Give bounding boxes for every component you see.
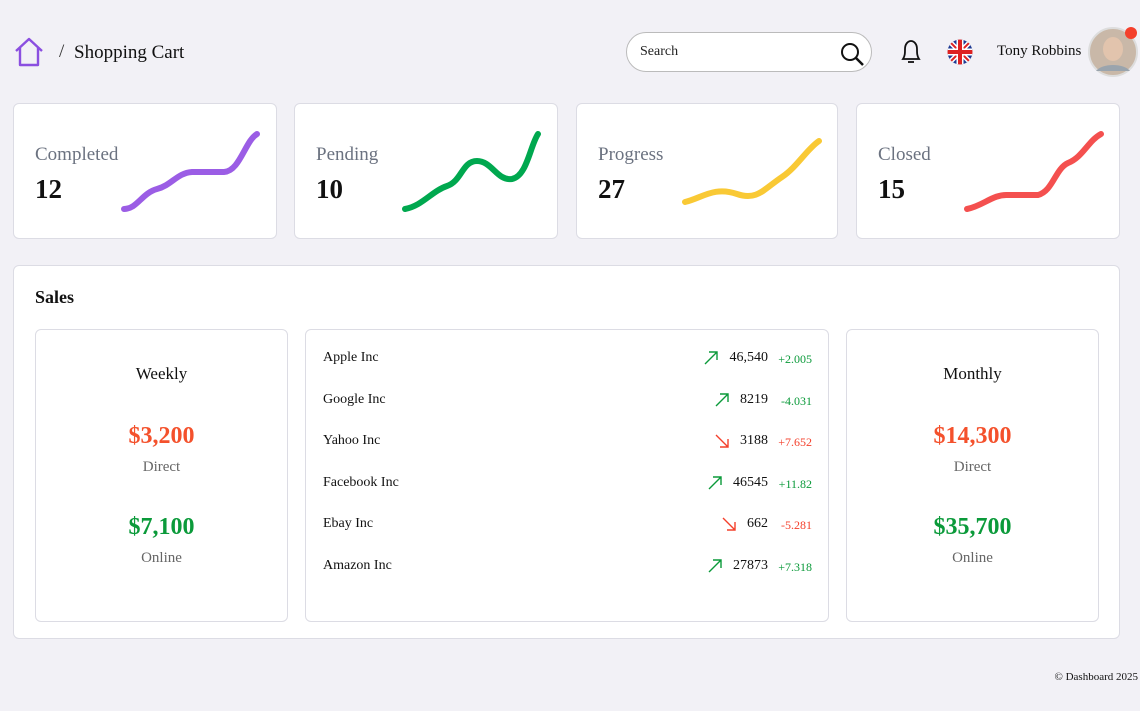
monthly-box: Monthly $14,300 Direct $35,700 Online [846, 329, 1099, 622]
trend-arrow-path [715, 434, 729, 448]
trend-arrow-path [708, 559, 722, 573]
language-flag[interactable] [947, 39, 973, 65]
stock-value: 46,540 [729, 350, 769, 365]
sparkline-path [121, 131, 260, 212]
breadcrumb[interactable]: Shopping Cart [74, 42, 185, 63]
trend-arrow [715, 392, 729, 407]
stock-change: -5.281 [781, 518, 812, 533]
sparkline [964, 131, 1104, 212]
avatar[interactable] [1088, 25, 1140, 79]
search-icon[interactable] [839, 41, 865, 67]
stock-change: +11.82 [778, 476, 812, 491]
trend-arrow-path [722, 517, 736, 532]
stock-change: +7.318 [778, 560, 812, 574]
stock-row: Yahoo Inc +7.652 3188 [323, 421, 812, 462]
sparkline-path [964, 131, 1104, 212]
direct-amount: $3,200 [128, 423, 195, 449]
direct-label: Direct [142, 459, 181, 475]
trend-arrow [704, 351, 718, 365]
stock-row: Apple Inc +2.005 46,540 [323, 338, 812, 379]
home-icon[interactable] [13, 36, 45, 68]
stock-name: Ebay Inc [323, 516, 374, 532]
stat-card: Pending 10 [294, 103, 558, 239]
stock-row: Ebay Inc -5.281 662 [323, 504, 812, 545]
stat-value: 15 [878, 174, 905, 204]
stock-value: 3188 [740, 433, 768, 449]
trend-arrow [715, 434, 729, 448]
trend-arrow [708, 476, 722, 490]
stat-card: Closed 15 [856, 103, 1120, 239]
stock-change: +7.652 [778, 435, 812, 450]
stat-label: Pending [316, 144, 379, 165]
stock-rows: Apple Inc +2.005 46,540 Google Inc -4.031 821… [323, 338, 812, 616]
stat-value: 12 [35, 174, 62, 204]
stat-card: Progress 27 [576, 103, 838, 239]
sales-panel: Sales Weekly $3,200 Direct $7,100 Online App… [13, 265, 1120, 639]
online-amount: $7,100 [128, 514, 195, 540]
stock-name: Amazon Inc [323, 558, 392, 573]
stock-change: -4.031 [781, 393, 812, 408]
trend-arrow-path [704, 351, 718, 365]
bell-icon[interactable] [898, 38, 924, 66]
online-label: Online [952, 550, 993, 566]
stock-change: +2.005 [778, 352, 812, 366]
sparkline-path [682, 138, 822, 205]
box-title: Monthly [943, 364, 1002, 383]
stock-value: 46545 [733, 474, 768, 490]
user-name[interactable]: Tony Robbins [997, 43, 1082, 59]
sparkline-path [402, 131, 541, 212]
stock-value: 27873 [733, 558, 768, 573]
search-box[interactable]: Search [626, 32, 872, 72]
stock-value: 662 [747, 516, 768, 532]
trend-arrow-path [715, 392, 729, 407]
stock-name: Apple Inc [323, 350, 379, 365]
sparkline [121, 131, 260, 212]
stock-row: Amazon Inc +7.318 27873 [323, 546, 812, 587]
stock-name: Yahoo Inc [323, 433, 381, 449]
breadcrumb-separator: / [59, 41, 65, 62]
footer: © Dashboard 2025 [1054, 671, 1138, 683]
stat-card: Completed 12 [13, 103, 277, 239]
stat-label: Completed [35, 144, 119, 165]
stat-label: Progress [598, 144, 664, 165]
stock-name: Facebook Inc [323, 474, 399, 490]
trend-arrow [708, 559, 722, 573]
stock-row: Google Inc -4.031 8219 [323, 380, 812, 421]
direct-label: Direct [953, 459, 992, 475]
stock-value: 8219 [740, 391, 768, 407]
stock-row: Facebook Inc +11.82 46545 [323, 463, 812, 504]
stock-name: Google Inc [323, 391, 386, 407]
online-amount: $35,700 [933, 514, 1012, 540]
sparkline [682, 138, 822, 205]
direct-amount: $14,300 [933, 423, 1012, 449]
stock-list: Apple Inc +2.005 46,540 Google Inc -4.031 821… [305, 329, 829, 622]
weekly-box: Weekly $3,200 Direct $7,100 Online [35, 329, 288, 622]
stat-label: Closed [878, 144, 931, 165]
search-placeholder: Search [640, 44, 679, 59]
box-title: Weekly [135, 364, 188, 383]
sparkline [402, 131, 541, 212]
trend-arrow [722, 517, 736, 532]
trend-arrow-path [708, 476, 722, 490]
stat-value: 10 [316, 174, 343, 204]
sales-title: Sales [35, 287, 75, 307]
online-label: Online [141, 550, 182, 566]
stat-value: 27 [598, 174, 625, 204]
